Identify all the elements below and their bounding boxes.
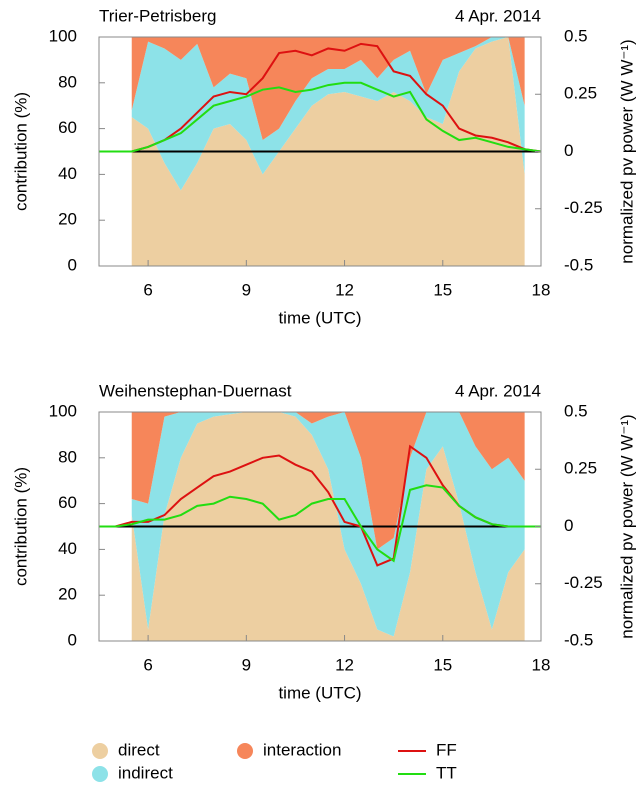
y2-tick-label: -0.5 — [564, 630, 593, 649]
legend-swatch — [92, 766, 108, 782]
x-tick-label: 6 — [143, 280, 152, 299]
y-axis-label: contribution (%) — [11, 467, 30, 586]
y2-tick-label: -0.25 — [564, 573, 603, 592]
area-band — [131, 412, 525, 637]
y-tick-label: 0 — [68, 630, 77, 649]
x-tick-label: 15 — [433, 655, 452, 674]
x-axis-label: time (UTC) — [278, 683, 361, 702]
y2-tick-label: 0 — [564, 141, 573, 160]
x-tick-label: 18 — [532, 280, 551, 299]
y2-tick-label: 0 — [564, 516, 573, 535]
y-tick-label: 0 — [68, 255, 77, 274]
y-tick-label: 100 — [49, 401, 77, 420]
y-tick-label: 60 — [58, 118, 77, 137]
line — [99, 81, 541, 153]
panel: 0 20 40 60 80 100 -0.5 -0.25 0 0.25 0.5 6 9 12 15 18 Wei… — [11, 381, 636, 702]
legend-label: direct — [118, 740, 160, 759]
y2-tick-label: 0.25 — [564, 84, 597, 103]
y-axis-label: contribution (%) — [11, 92, 30, 211]
panel: 0 20 40 60 80 100 -0.5 -0.25 0 0.25 0.5 6 9 12 15 18 Tri… — [11, 6, 636, 327]
chart-title: Trier-Petrisberg — [99, 6, 216, 25]
legend-swatch — [237, 743, 253, 759]
y2-tick-label: 0.25 — [564, 459, 597, 478]
y2-tick-label: 0.5 — [564, 401, 588, 420]
x-tick-label: 6 — [143, 655, 152, 674]
chart-subtitle: 4 Apr. 2014 — [455, 381, 541, 400]
y2-axis-label: normalized pv power (W W⁻¹) — [617, 414, 636, 638]
x-tick-label: 12 — [335, 280, 354, 299]
y-tick-label: 80 — [58, 447, 77, 466]
y2-axis-label: normalized pv power (W W⁻¹) — [617, 39, 636, 263]
area-band — [131, 37, 525, 141]
y2-tick-label: -0.5 — [564, 255, 593, 274]
chart-title: Weihenstephan-Duernast — [99, 381, 292, 400]
plot-area — [99, 37, 541, 266]
legend-label: indirect — [118, 763, 173, 782]
x-tick-label: 18 — [532, 655, 551, 674]
legend-swatch — [92, 743, 108, 759]
line — [99, 42, 541, 153]
y-tick-label: 20 — [58, 210, 77, 229]
legend-label: FF — [436, 740, 457, 759]
y-tick-label: 20 — [58, 585, 77, 604]
y-tick-label: 80 — [58, 72, 77, 91]
y-tick-label: 60 — [58, 493, 77, 512]
line — [99, 484, 541, 563]
y-tick-label: 100 — [49, 26, 77, 45]
x-axis-label: time (UTC) — [278, 308, 361, 327]
x-tick-label: 15 — [433, 280, 452, 299]
x-tick-label: 12 — [335, 655, 354, 674]
y-tick-label: 40 — [58, 164, 77, 183]
legend-label: interaction — [263, 740, 341, 759]
area-band — [131, 412, 525, 550]
legend: direct indirect interaction FF TT — [92, 740, 457, 782]
y-tick-label: 40 — [58, 539, 77, 558]
chart-subtitle: 4 Apr. 2014 — [455, 6, 541, 25]
x-tick-label: 9 — [242, 655, 251, 674]
y2-tick-label: 0.5 — [564, 26, 588, 45]
plot-area — [99, 412, 541, 641]
area-band — [131, 37, 525, 191]
y2-tick-label: -0.25 — [564, 198, 603, 217]
x-tick-label: 9 — [242, 280, 251, 299]
legend-label: TT — [436, 763, 457, 782]
